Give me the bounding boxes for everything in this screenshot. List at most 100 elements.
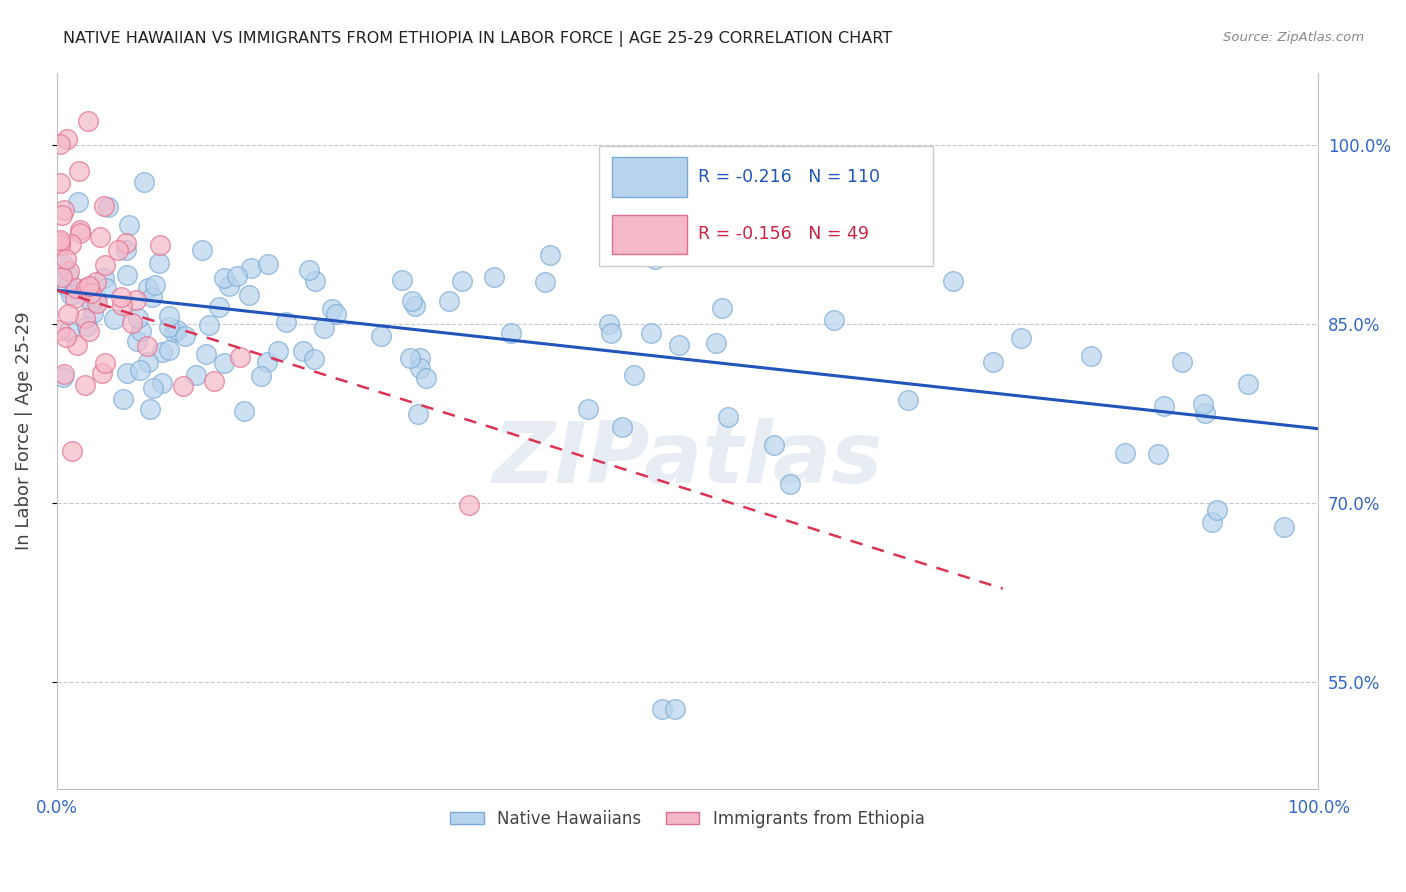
Point [267, 344, 290, 359]
Point [779, 476, 801, 491]
Point [129, 324, 152, 338]
Point [257, 257, 280, 271]
Point [250, 369, 273, 384]
Point [704, 336, 727, 351]
Point [69, 222, 91, 236]
Point [63, 292, 86, 306]
Point [598, 317, 620, 331]
Point [1236, 377, 1258, 392]
Point [67, 163, 90, 178]
Point [75, 378, 97, 392]
Point [717, 409, 740, 424]
Point [84, 290, 107, 304]
Point [51, 269, 73, 284]
Point [228, 350, 250, 364]
Text: ZIPatlas: ZIPatlas [492, 418, 883, 501]
Point [172, 379, 194, 393]
Point [59, 236, 82, 251]
FancyBboxPatch shape [612, 215, 688, 254]
Text: Source: ZipAtlas.com: Source: ZipAtlas.com [1223, 31, 1364, 45]
Point [132, 175, 155, 189]
Point [89, 230, 111, 244]
Point [93, 271, 115, 285]
Point [80, 294, 103, 309]
Point [218, 279, 240, 293]
Point [90, 366, 112, 380]
Point [409, 361, 432, 376]
Point [499, 326, 522, 341]
Point [226, 268, 249, 283]
Point [115, 268, 138, 283]
Point [195, 347, 218, 361]
Point [610, 419, 633, 434]
Point [321, 301, 343, 316]
Point [58, 263, 80, 277]
Point [314, 321, 336, 335]
Point [409, 351, 432, 365]
Point [404, 299, 426, 313]
Point [439, 293, 461, 308]
Point [111, 392, 134, 407]
Point [668, 338, 690, 352]
Point [823, 313, 845, 327]
Point [107, 243, 129, 257]
Point [77, 324, 100, 338]
Point [51, 209, 73, 223]
Point [65, 280, 87, 294]
Point [75, 281, 97, 295]
Point [640, 326, 662, 340]
Point [576, 402, 599, 417]
Point [49, 137, 72, 152]
Point [163, 325, 186, 339]
Point [198, 318, 221, 332]
Point [103, 312, 125, 326]
Point [166, 323, 188, 337]
Point [86, 296, 108, 310]
Point [125, 293, 148, 308]
Point [240, 261, 263, 276]
Point [232, 403, 254, 417]
Point [136, 280, 159, 294]
Point [534, 275, 557, 289]
Point [60, 443, 83, 458]
Point [55, 329, 77, 343]
Point [149, 238, 172, 252]
Point [127, 334, 149, 348]
Point [298, 263, 321, 277]
Point [370, 329, 392, 343]
Point [128, 362, 150, 376]
Point [55, 131, 77, 145]
Point [49, 176, 72, 190]
Point [114, 243, 136, 257]
Point [184, 368, 207, 383]
Point [304, 274, 326, 288]
Point [157, 343, 180, 358]
Point [540, 248, 562, 262]
Point [1205, 503, 1227, 517]
Point [82, 306, 104, 320]
Point [80, 285, 103, 300]
Point [150, 376, 173, 390]
Point [1010, 330, 1032, 344]
Point [896, 393, 918, 408]
Point [450, 274, 472, 288]
Point [256, 355, 278, 369]
Point [121, 316, 143, 330]
Point [136, 354, 159, 368]
Point [711, 301, 734, 315]
FancyBboxPatch shape [612, 158, 688, 197]
Point [1192, 397, 1215, 411]
Text: NATIVE HAWAIIAN VS IMMIGRANTS FROM ETHIOPIA IN LABOR FORCE | AGE 25-29 CORRELATI: NATIVE HAWAIIAN VS IMMIGRANTS FROM ETHIO… [63, 31, 893, 47]
Point [202, 374, 225, 388]
Point [174, 328, 197, 343]
Point [1146, 447, 1168, 461]
Point [983, 354, 1005, 368]
Point [69, 226, 91, 240]
Point [401, 294, 423, 309]
Point [142, 381, 165, 395]
Text: R = -0.156   N = 49: R = -0.156 N = 49 [697, 225, 869, 244]
Point [110, 290, 132, 304]
Point [114, 236, 136, 251]
Point [76, 113, 98, 128]
Point [304, 352, 326, 367]
